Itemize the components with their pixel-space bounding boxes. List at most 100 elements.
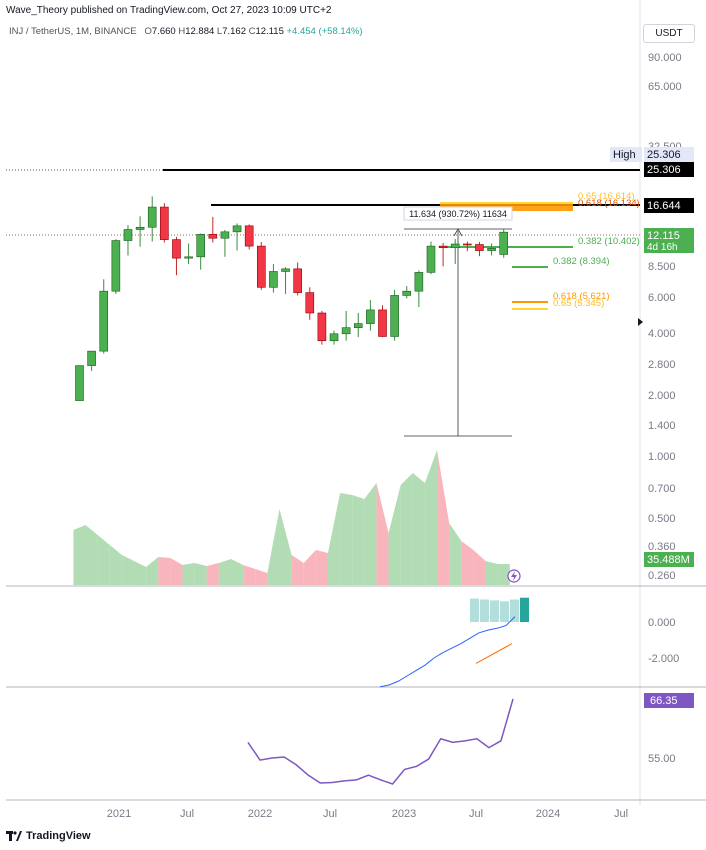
price-tick-label: 2.800: [648, 359, 676, 371]
candle-body: [111, 240, 121, 292]
candle-body: [475, 244, 484, 251]
time-tick-label: 2022: [248, 808, 272, 820]
volume-area-segment: [340, 493, 353, 585]
level-label: High: [613, 149, 636, 161]
fib-label: 0.382 (8.394): [553, 256, 610, 267]
time-tick-label: Jul: [469, 808, 483, 820]
candle-body: [281, 268, 290, 272]
symbol-label: INJ / TetherUS, 1M, BINANCE: [9, 26, 137, 37]
low-label: L: [216, 26, 223, 37]
change-value: +4.454 (+58.14%): [286, 26, 363, 37]
candle-body: [87, 350, 96, 366]
volume-area-segment: [400, 473, 413, 585]
rsi-badge: [644, 693, 694, 708]
volume-area-segment: [121, 555, 135, 585]
candle-body: [147, 206, 157, 228]
volume-area-segment: [267, 509, 280, 585]
open-label: O: [144, 26, 152, 37]
candle-body: [172, 239, 181, 259]
candle-body: [75, 365, 84, 401]
volume-area-segment: [73, 525, 86, 585]
candle-body: [305, 292, 315, 314]
volume-area-segment: [364, 483, 377, 585]
candle-body: [450, 243, 460, 249]
volume-area-segment: [388, 485, 401, 585]
rsi-badge-value: 66.35: [650, 695, 678, 707]
volume-area-segment: [218, 559, 231, 585]
time-tick-label: 2024: [536, 808, 560, 820]
candle-body: [487, 247, 496, 251]
price-tick-label: 6.000: [648, 292, 676, 304]
volume-area-segment: [412, 473, 425, 585]
volume-area-segment: [485, 561, 498, 585]
price-tick-label: 0.260: [648, 570, 676, 582]
currency-button[interactable]: USDT: [643, 24, 695, 43]
volume-area-segment: [85, 525, 98, 585]
publisher-line: Wave_Theory published on TradingView.com…: [6, 5, 332, 16]
candle-body: [123, 229, 133, 241]
countdown-value: 4d 16h: [647, 242, 678, 253]
price-tick-label: 0.500: [648, 513, 676, 525]
candle-body: [135, 226, 145, 230]
measure-label-box: [403, 206, 513, 221]
volume-area-segment: [206, 563, 219, 585]
time-tick-label: Jul: [180, 808, 194, 820]
candle-body: [353, 323, 363, 328]
macd-line: [379, 616, 516, 688]
macd-signal-line: [475, 643, 513, 664]
volume-badge-value: 35.488M: [647, 554, 690, 566]
candle-body: [317, 312, 327, 342]
lightning-glyph: [511, 571, 517, 581]
candle-body: [366, 309, 375, 324]
measure-arrow: [453, 228, 463, 237]
price-tick-label: 65.000: [648, 81, 682, 93]
time-tick-label: Jul: [614, 808, 628, 820]
tradingview-icon: [6, 831, 22, 841]
volume-area-segment: [255, 569, 268, 585]
price-tick-label: 4.000: [648, 328, 676, 340]
volume-area-segment: [158, 557, 171, 585]
fib-label: 0.618 (5.621): [553, 291, 610, 302]
time-tick-label: 2023: [392, 808, 416, 820]
time-tick-label: Jul: [323, 808, 337, 820]
volume-area-segment: [279, 509, 292, 585]
candle-body: [244, 225, 254, 247]
candle-body: [256, 245, 266, 288]
volume-area-segment: [146, 557, 159, 585]
candle-body: [220, 231, 230, 239]
candle-body: [438, 245, 448, 249]
volume-area-segment: [109, 545, 122, 585]
price-tick-label: 1.000: [648, 451, 676, 463]
candle-body: [160, 206, 169, 240]
candle-body: [414, 272, 424, 292]
volume-area-segment: [461, 541, 474, 585]
volume-area-segment: [449, 523, 462, 585]
volume-area-segment: [194, 563, 207, 585]
volume-area-segment: [424, 450, 438, 585]
candle-body: [293, 268, 302, 293]
volume-area-segment: [97, 535, 110, 585]
volume-area-segment: [315, 550, 328, 585]
volume-area-segment: [376, 483, 389, 585]
high-label: H: [178, 26, 186, 37]
volume-area-segment: [303, 550, 316, 585]
candle-body: [184, 256, 193, 259]
tradingview-logo[interactable]: TradingView: [6, 830, 91, 842]
high-value: 12.884: [185, 26, 215, 37]
ath-badge: [644, 162, 694, 177]
volume-area-segment: [497, 564, 510, 585]
volume-area-segment: [170, 558, 183, 585]
candle-body: [269, 271, 278, 288]
candle-body: [232, 225, 242, 233]
open-value: 7.660: [151, 26, 176, 37]
candle-body: [426, 245, 436, 273]
price-tick-label: 90.000: [648, 52, 682, 64]
close-label: C: [248, 26, 256, 37]
volume-area-segment: [291, 555, 304, 585]
candle-body: [196, 233, 205, 258]
price-tick-label: 2.000: [648, 390, 676, 402]
measure-label: 11.634 (930.72%) 11634: [409, 209, 507, 219]
fib-label: 0.618 (16.134): [578, 198, 640, 209]
candle-body: [329, 333, 339, 342]
